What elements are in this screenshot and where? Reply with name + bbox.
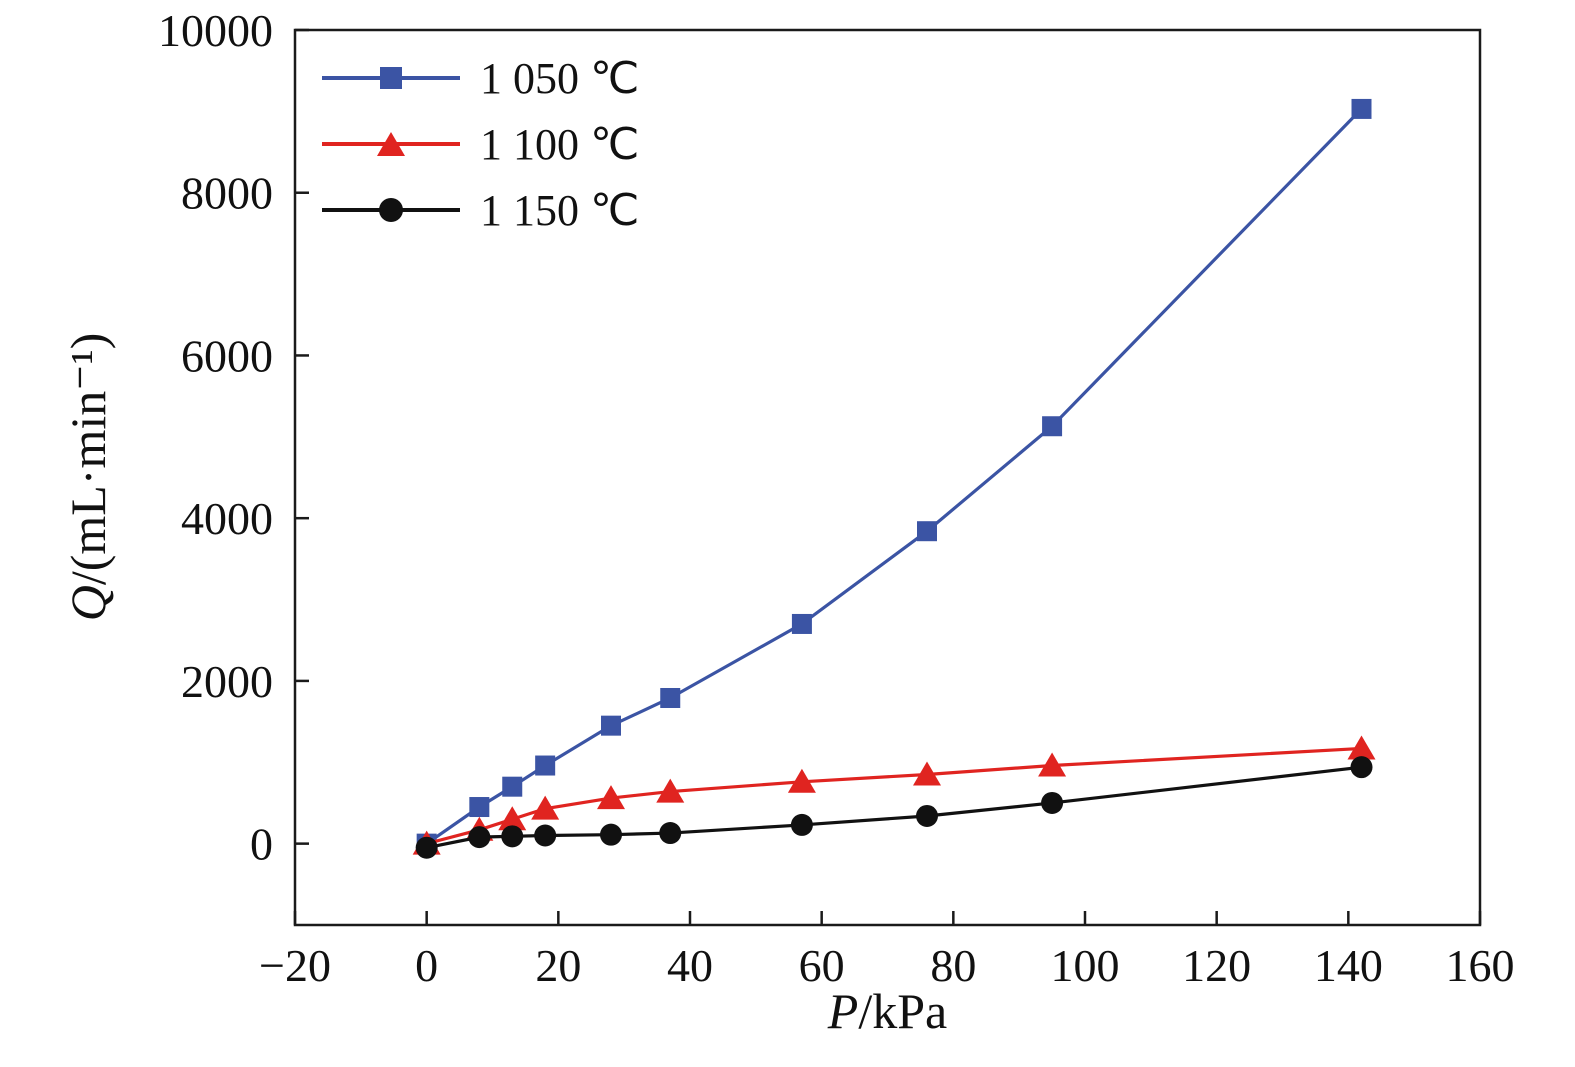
plot-frame	[293, 28, 1482, 927]
y-axis-label: Q/(mL·min⁻¹)	[59, 333, 117, 622]
legend-item: 1 150 ℃	[322, 184, 639, 236]
circle-marker-icon	[379, 198, 403, 222]
x-tick-label: 80	[930, 940, 976, 991]
x-axis-label-units: /kPa	[858, 983, 948, 1039]
series-square	[416, 98, 1372, 854]
y-axis-label-units: /(mL·min⁻¹)	[60, 332, 116, 586]
x-tick-label: 20	[535, 940, 581, 991]
x-tick-label: −20	[259, 940, 331, 991]
square-marker-icon	[380, 67, 402, 89]
legend-swatch	[322, 126, 460, 162]
legend-label: 1 050 ℃	[480, 53, 640, 103]
y-tick-label: 8000	[181, 168, 273, 219]
series-circle	[415, 756, 1373, 859]
x-axis-label-symbol: P	[827, 983, 859, 1039]
legend: 1 050 ℃ 1 100 ℃ 1 150 ℃	[322, 52, 639, 236]
legend-item: 1 050 ℃	[322, 52, 639, 104]
x-axis-ticks: −20 0 20 40 60 80 100 120 140 160	[259, 911, 1515, 991]
y-axis-ticks: 0 2000 4000 6000 8000 10000	[158, 5, 309, 870]
x-tick-label: 100	[1051, 940, 1120, 991]
legend-item: 1 100 ℃	[322, 118, 639, 170]
x-tick-label: 160	[1446, 940, 1515, 991]
y-tick-label: 10000	[158, 5, 273, 56]
legend-swatch	[322, 60, 460, 96]
y-tick-label: 4000	[181, 493, 273, 544]
x-tick-label: 120	[1182, 940, 1251, 991]
x-tick-label: 0	[415, 940, 438, 991]
x-tick-label: 40	[667, 940, 713, 991]
y-tick-label: 2000	[181, 656, 273, 707]
legend-swatch	[322, 192, 460, 228]
y-tick-label: 6000	[181, 330, 273, 381]
series-line	[426, 746, 1362, 846]
y-axis-label-symbol: Q	[60, 585, 116, 622]
legend-label: 1 100 ℃	[480, 119, 640, 169]
x-tick-label: 60	[799, 940, 845, 991]
triangle-marker-icon	[377, 132, 405, 156]
series-line	[426, 765, 1362, 850]
legend-label: 1 150 ℃	[480, 185, 640, 235]
series-line	[425, 107, 1363, 845]
y-tick-label: 0	[250, 819, 273, 870]
x-tick-label: 140	[1314, 940, 1383, 991]
x-axis-label: P/kPa	[295, 982, 1480, 1040]
